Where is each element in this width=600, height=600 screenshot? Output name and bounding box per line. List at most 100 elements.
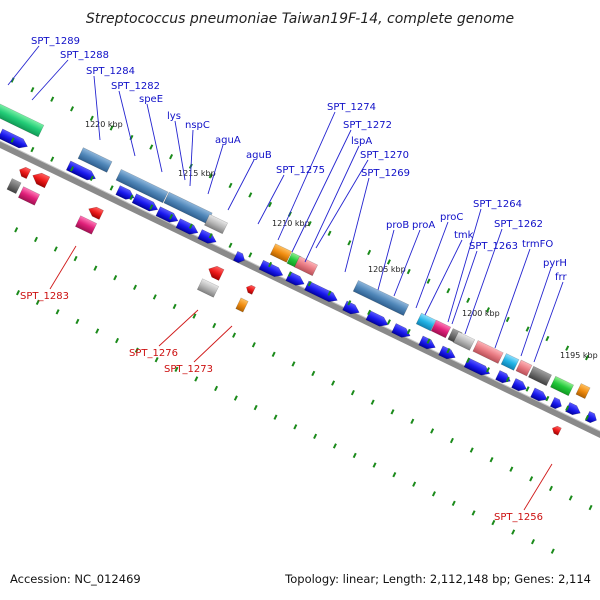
gene-leader-line: [93, 75, 101, 141]
scale-tick: [233, 395, 238, 401]
scale-tick: [287, 271, 292, 277]
feature-steelblue: [115, 168, 169, 204]
scale-tick: [451, 500, 456, 507]
gene-label-forward[interactable]: pyrH: [543, 258, 567, 269]
scale-tick: [192, 313, 197, 319]
gene-leader-line: [193, 325, 233, 363]
feature-cyan: [415, 312, 437, 332]
feature-magenta: [430, 319, 452, 339]
gene-leader-line: [31, 59, 69, 101]
gene-label-forward[interactable]: proA: [412, 220, 435, 231]
scale-tick: [154, 357, 159, 363]
gene-label-forward[interactable]: SPT_1272: [343, 120, 392, 131]
gene-label-forward[interactable]: SPT_1270: [360, 150, 409, 161]
gene-label-forward[interactable]: speE: [139, 94, 163, 105]
scale-tick: [446, 348, 451, 354]
gene-label-forward[interactable]: SPT_1269: [361, 168, 410, 179]
gene-label-forward[interactable]: lspA: [351, 136, 372, 147]
gene-label-forward[interactable]: SPT_1264: [473, 199, 522, 210]
gene-label-forward[interactable]: lys: [167, 111, 181, 122]
gene-label-forward[interactable]: frr: [555, 272, 567, 283]
scale-tick: [386, 259, 391, 265]
scale-tick: [505, 316, 510, 323]
gene-label-forward[interactable]: proC: [440, 212, 463, 223]
gene-label-forward[interactable]: SPT_1263: [469, 241, 518, 252]
scale-tick: [50, 156, 55, 162]
gene-label-forward[interactable]: SPT_1289: [31, 36, 80, 47]
cds-arrow-forward: [233, 250, 245, 263]
scale-tick: [509, 466, 514, 472]
cds-arrow-forward: [342, 300, 360, 315]
cds-arrow-forward: [391, 323, 411, 338]
scale-tick: [511, 529, 516, 535]
scale-tick: [525, 386, 530, 392]
scale-tick: [525, 326, 530, 332]
scale-label: 1195 kbp: [560, 351, 598, 360]
gene-label-forward[interactable]: SPT_1275: [276, 165, 325, 176]
genome-summary-text: Topology: linear; Length: 2,112,148 bp; …: [285, 572, 591, 586]
scale-tick: [485, 367, 490, 373]
scale-tick: [585, 355, 590, 361]
cds-arrow-forward: [304, 280, 338, 303]
scale-tick: [529, 476, 534, 482]
scale-tick: [16, 290, 20, 296]
scale-tick: [70, 166, 75, 172]
gene-leader-line: [393, 229, 421, 297]
scale-tick: [386, 319, 391, 325]
scale-tick: [73, 255, 78, 262]
gene-label-forward[interactable]: SPT_1288: [60, 50, 109, 61]
scale-tick: [228, 182, 233, 189]
gene-label-reverse[interactable]: SPT_1273: [164, 364, 213, 375]
scale-tick: [214, 385, 219, 392]
feature-gray: [196, 278, 220, 298]
gene-leader-line: [118, 90, 136, 157]
scale-tick: [565, 405, 570, 411]
scale-tick: [466, 357, 471, 363]
feature-gray: [204, 213, 228, 235]
scale-tick: [109, 185, 114, 191]
scale-tick: [588, 504, 593, 511]
scale-tick: [208, 233, 213, 239]
gene-label-reverse[interactable]: SPT_1283: [20, 291, 69, 302]
gene-label-forward[interactable]: SPT_1262: [494, 219, 543, 230]
gene-label-forward[interactable]: SPT_1282: [111, 81, 160, 92]
scale-tick: [194, 376, 199, 382]
gene-label-forward[interactable]: SPT_1274: [327, 102, 376, 113]
gene-label-forward[interactable]: proB: [386, 220, 409, 231]
gene-leader-line: [494, 248, 531, 349]
gene-label-forward[interactable]: tmk: [454, 230, 474, 241]
scale-tick: [134, 347, 139, 353]
scale-tick: [152, 294, 157, 300]
gene-label-forward[interactable]: trmFO: [522, 239, 553, 250]
scale-label: 1200 kbp: [462, 309, 500, 318]
scale-tick: [129, 194, 134, 201]
gene-label-reverse[interactable]: SPT_1256: [494, 512, 543, 523]
gene-label-forward[interactable]: aguB: [246, 150, 272, 161]
cds-arrow-forward: [197, 229, 217, 244]
gene-label-forward[interactable]: aguA: [215, 135, 241, 146]
scale-tick: [548, 485, 553, 492]
scale-tick: [367, 309, 372, 316]
gene-leader-line: [520, 267, 552, 357]
scale-label: 1210 kbp: [272, 219, 310, 228]
cds-arrow-forward: [258, 259, 284, 277]
scale-tick: [530, 538, 535, 545]
gene-label-forward[interactable]: nspC: [185, 120, 210, 131]
scale-tick: [449, 437, 454, 444]
scale-tick: [327, 290, 332, 296]
feature-magenta: [17, 186, 41, 206]
scale-tick: [271, 351, 276, 358]
gene-leader-line: [344, 177, 370, 273]
gene-label-reverse[interactable]: SPT_1276: [129, 348, 178, 359]
gene-leader-line: [304, 145, 360, 263]
gene-leader-line: [207, 144, 224, 195]
genome-backbone: [0, 141, 600, 438]
gene-label-forward[interactable]: SPT_1284: [86, 66, 135, 77]
gene-leader-line: [451, 250, 478, 325]
scale-tick: [307, 221, 312, 227]
scale-tick: [248, 192, 253, 198]
scale-tick: [89, 115, 94, 122]
scale-tick: [446, 288, 451, 294]
scale-tick: [410, 418, 415, 425]
scale-tick: [406, 328, 411, 335]
